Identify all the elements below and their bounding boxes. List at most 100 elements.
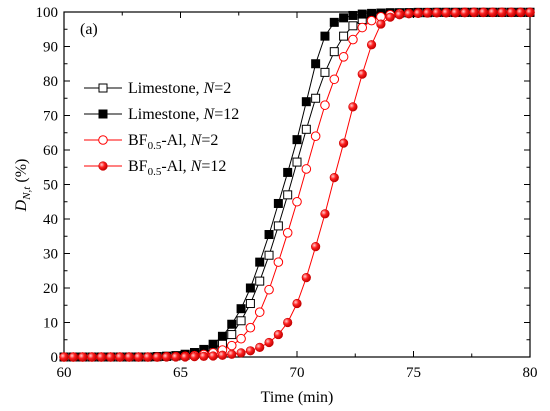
data-point-bf2 — [310, 131, 321, 141]
data-point-lime12 — [236, 304, 246, 314]
legend-marker — [98, 109, 108, 119]
legend-label: Limestone, N=12 — [128, 106, 239, 123]
data-point-lime2 — [227, 330, 237, 340]
data-point-bf12 — [441, 8, 451, 18]
data-point-bf12 — [283, 317, 293, 328]
legend-marker — [98, 83, 108, 93]
data-point-bf12 — [255, 342, 265, 352]
data-point-bf12 — [329, 173, 339, 183]
data-point-bf12 — [404, 9, 414, 19]
data-point-bf12 — [236, 348, 246, 358]
data-point-bf12 — [208, 351, 218, 361]
x-tick-label: 60 — [57, 365, 72, 381]
data-point-bf12 — [506, 7, 516, 17]
y-tick-label: 60 — [43, 143, 58, 159]
data-point-lime12 — [255, 257, 265, 267]
data-point-bf12 — [264, 337, 274, 348]
data-point-bf2 — [226, 340, 237, 351]
data-point-bf12 — [478, 7, 489, 17]
data-point-lime2 — [236, 316, 246, 326]
data-point-bf12 — [78, 352, 88, 362]
data-point-lime2 — [329, 47, 339, 57]
data-point-bf12 — [124, 352, 134, 362]
data-point-lime12 — [217, 331, 227, 341]
data-point-lime2 — [273, 221, 283, 231]
data-point-lime12 — [339, 13, 349, 23]
legend-entry-bf12: BF0.5-Al, N=12 — [84, 158, 226, 178]
data-point-bf12 — [413, 8, 423, 18]
data-point-bf12 — [68, 352, 78, 362]
legend-entry-lime12: Limestone, N=12 — [84, 106, 239, 123]
data-point-bf12 — [245, 346, 255, 356]
data-point-lime12 — [208, 339, 218, 349]
data-point-lime2 — [301, 124, 311, 134]
data-point-bf12 — [227, 349, 237, 359]
data-point-lime2 — [283, 190, 293, 200]
y-tick-label: 20 — [43, 281, 58, 297]
y-axis-title: DN,t (%) — [13, 159, 33, 213]
y-tick-label: 50 — [43, 178, 58, 194]
data-point-bf2 — [282, 228, 293, 238]
data-point-bf12 — [87, 352, 97, 362]
data-point-bf12 — [497, 7, 507, 17]
data-point-bf12 — [339, 138, 349, 148]
data-point-bf12 — [385, 12, 395, 22]
y-axis-title-main: D — [13, 199, 30, 212]
data-point-bf12 — [488, 7, 498, 17]
x-tick-label: 70 — [290, 365, 305, 381]
x-tick-label: 80 — [523, 365, 538, 381]
data-point-bf12 — [460, 8, 470, 18]
data-point-bf12 — [301, 273, 311, 283]
panel-label: (a) — [80, 21, 98, 38]
data-point-bf2 — [292, 196, 302, 207]
data-point-bf12 — [516, 7, 526, 17]
data-point-bf12 — [376, 19, 386, 29]
legend-marker — [98, 161, 108, 171]
legend-label: BF0.5-Al, N=12 — [128, 158, 226, 178]
y-tick-label: 30 — [43, 247, 58, 263]
data-point-lime12 — [292, 135, 302, 145]
data-point-lime2 — [320, 67, 330, 77]
data-point-bf12 — [171, 352, 181, 362]
data-point-bf12 — [357, 69, 367, 79]
y-tick-label: 70 — [43, 109, 58, 125]
data-point-bf12 — [59, 352, 69, 362]
series-bf12 — [59, 7, 535, 362]
y-tick-label: 80 — [43, 74, 58, 90]
data-point-lime2 — [292, 157, 302, 167]
data-point-bf12 — [199, 351, 209, 361]
data-point-lime2 — [264, 250, 274, 260]
data-point-bf2 — [329, 74, 340, 85]
data-point-lime2 — [255, 276, 265, 286]
data-point-bf12 — [525, 7, 535, 17]
series-bf2 — [59, 7, 535, 362]
data-point-bf12 — [320, 209, 330, 219]
data-point-bf12 — [273, 329, 283, 340]
data-point-bf12 — [217, 350, 228, 360]
legend-marker — [98, 135, 108, 145]
legend-entry-lime2: Limestone, N=2 — [84, 80, 231, 97]
data-point-bf2 — [301, 164, 312, 174]
data-point-lime2 — [339, 31, 349, 41]
data-point-bf2 — [357, 22, 368, 33]
data-point-bf12 — [366, 40, 377, 50]
data-point-lime12 — [348, 10, 358, 20]
data-point-lime12 — [320, 31, 330, 41]
data-point-lime12 — [245, 283, 255, 293]
data-point-bf12 — [394, 10, 405, 20]
data-point-bf12 — [311, 242, 321, 252]
x-axis-title: Time (min) — [261, 389, 334, 406]
data-point-bf2 — [245, 322, 256, 333]
data-point-bf2 — [264, 284, 274, 295]
data-point-bf12 — [161, 352, 172, 362]
y-tick-label: 10 — [43, 316, 58, 332]
data-point-bf12 — [115, 352, 125, 362]
data-point-bf2 — [320, 100, 330, 110]
data-point-bf12 — [189, 352, 200, 362]
y-axis-title-sub: N,t — [21, 186, 33, 201]
data-point-lime12 — [357, 9, 367, 19]
data-point-bf12 — [450, 8, 461, 18]
legend: Limestone, N=2 Limestone, N=12 BF0.5-Al, N… — [84, 80, 239, 178]
y-tick-label: 90 — [43, 40, 58, 56]
